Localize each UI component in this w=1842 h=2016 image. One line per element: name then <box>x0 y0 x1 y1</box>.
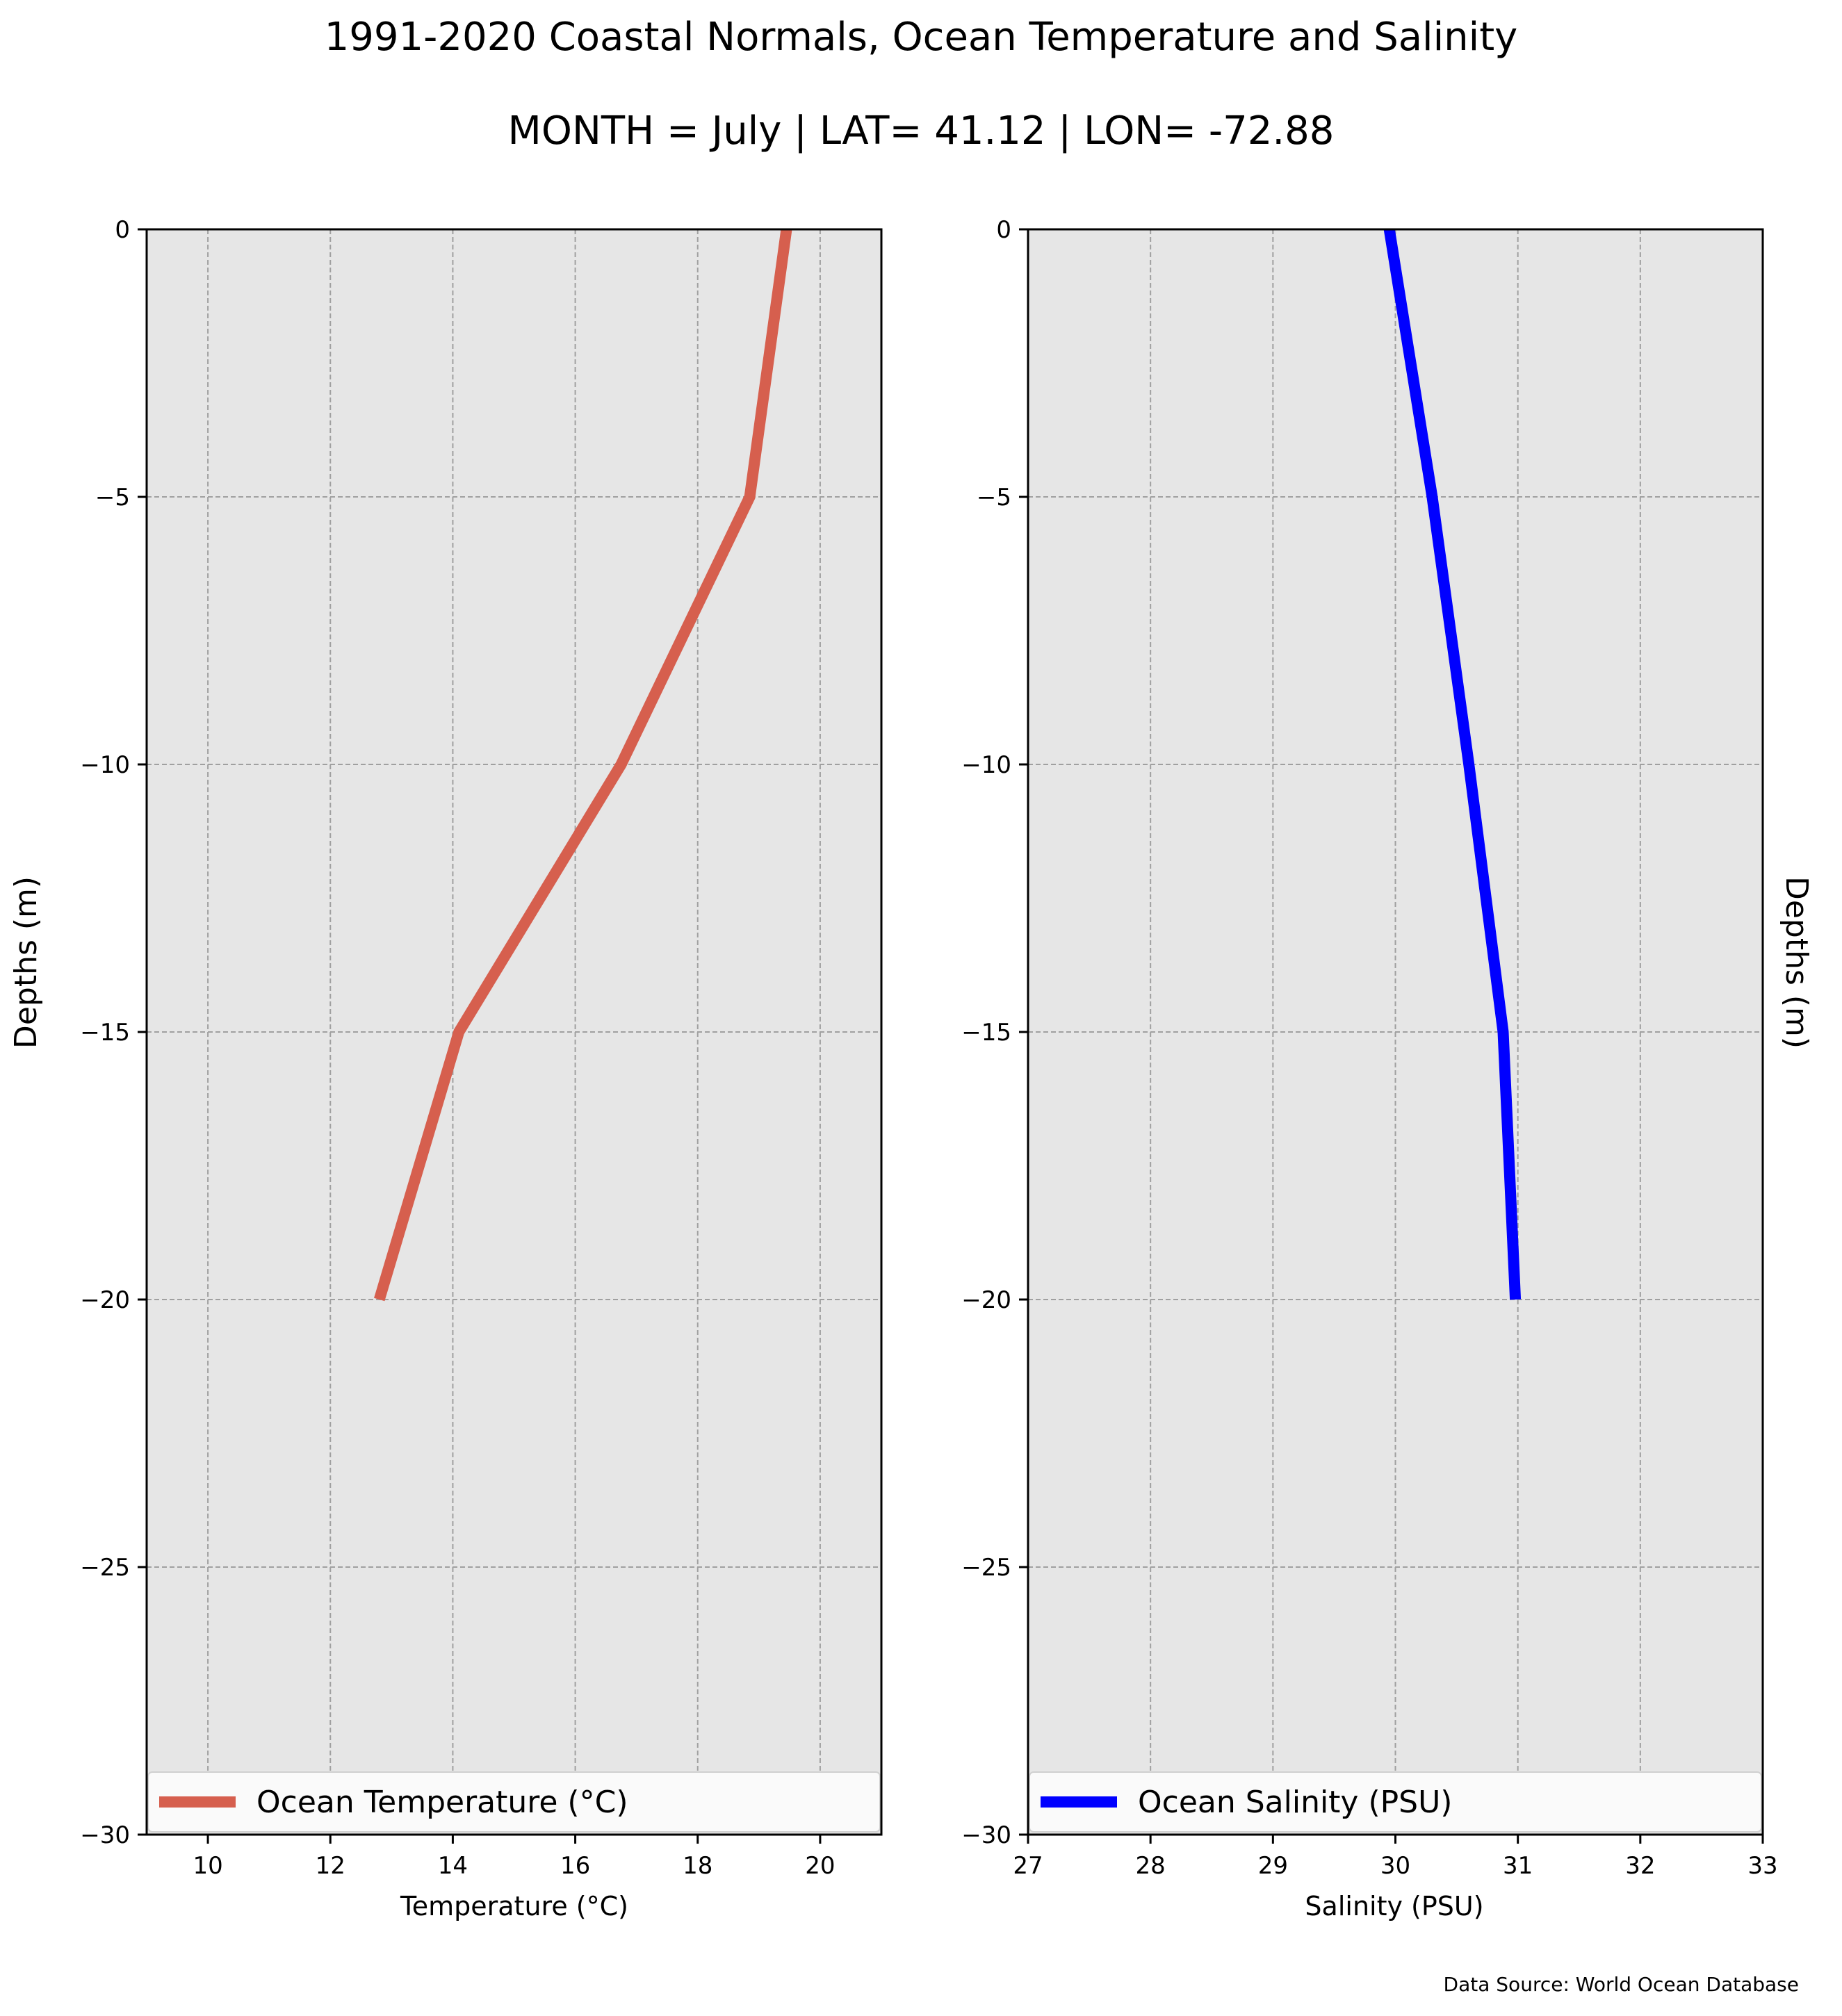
salinity-legend-label: Ocean Salinity (PSU) <box>1138 1785 1452 1820</box>
data-source-note: Data Source: World Ocean Database <box>1444 1973 1799 1996</box>
figure-title: 1991-2020 Coastal Normals, Ocean Tempera… <box>325 15 1518 60</box>
salinity-x-tick-label: 30 <box>1380 1852 1410 1880</box>
salinity-y-tick-label: −5 <box>977 484 1011 511</box>
temperature-panel: Ocean Temperature (°C) 10 12 14 16 18 20 0 −5 −10… <box>80 216 883 1880</box>
salinity-x-tick-label: 33 <box>1747 1852 1777 1880</box>
temperature-x-tick-label: 12 <box>316 1852 345 1880</box>
temperature-y-tick-label: 0 <box>115 216 130 244</box>
salinity-y-tick-label: −20 <box>961 1286 1011 1314</box>
salinity-y-tick-label: −10 <box>961 751 1011 779</box>
salinity-x-tick-label: 28 <box>1136 1852 1166 1880</box>
temperature-y-tick-label: −5 <box>95 484 130 511</box>
temperature-legend: Ocean Temperature (°C) <box>147 1771 881 1833</box>
temperature-x-axis-label: Temperature (°C) <box>400 1891 628 1921</box>
temperature-y-tick-label: −25 <box>80 1554 130 1582</box>
temperature-x-tick-label: 20 <box>805 1852 835 1880</box>
temperature-x-tick-label: 18 <box>683 1852 712 1880</box>
salinity-y-tick-label: −25 <box>961 1554 1011 1582</box>
temperature-x-tick-label: 14 <box>438 1852 468 1880</box>
salinity-series-line <box>1383 228 1522 1300</box>
temperature-legend-label: Ocean Temperature (°C) <box>256 1785 628 1820</box>
salinity-legend: Ocean Salinity (PSU) <box>1029 1771 1762 1833</box>
salinity-x-axis-label: Salinity (PSU) <box>1305 1891 1483 1921</box>
salinity-y-tick-label: 0 <box>996 216 1011 244</box>
salinity-x-tick-label: 32 <box>1625 1852 1655 1880</box>
salinity-y-tick-label: −30 <box>961 1821 1011 1849</box>
temperature-series-line <box>374 228 792 1302</box>
salinity-legend-box <box>1029 1771 1762 1833</box>
temperature-legend-box <box>147 1771 881 1833</box>
temperature-x-tick-label: 16 <box>560 1852 590 1880</box>
figure-subtitle: MONTH = July | LAT= 41.12 | LON= -72.88 <box>508 108 1335 154</box>
temperature-y-tick-label: −20 <box>80 1286 130 1314</box>
salinity-x-tick-label: 27 <box>1013 1852 1043 1880</box>
salinity-y-tick-label: −15 <box>961 1019 1011 1047</box>
right-y-axis-label: Depths (m) <box>1779 876 1814 1049</box>
salinity-x-tick-label: 29 <box>1258 1852 1288 1880</box>
left-y-axis-label: Depths (m) <box>8 876 44 1049</box>
temperature-y-tick-label: −30 <box>80 1821 130 1849</box>
temperature-y-tick-label: −10 <box>80 751 130 779</box>
temperature-x-tick-label: 10 <box>193 1852 222 1880</box>
salinity-x-tick-label: 31 <box>1503 1852 1533 1880</box>
salinity-panel: Ocean Salinity (PSU) 27 28 29 30 31 32 33 0 −5 −10… <box>961 216 1777 1880</box>
temperature-y-tick-label: −15 <box>80 1019 130 1047</box>
